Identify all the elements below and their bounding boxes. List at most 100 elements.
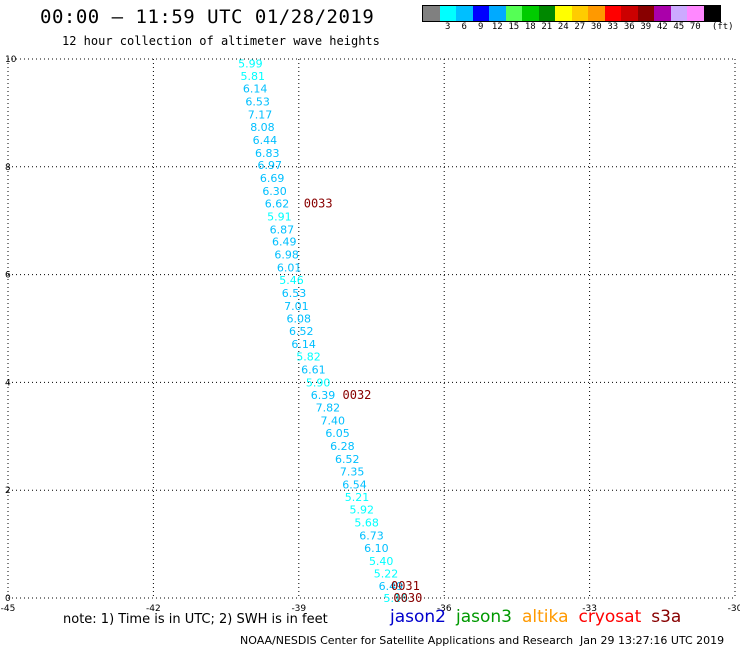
- wave-height-label: 6.62: [265, 197, 290, 210]
- wave-height-label: 6.69: [260, 172, 285, 185]
- wave-height-label: 5.22: [374, 568, 399, 581]
- satellite-name-cryosat: cryosat: [578, 607, 642, 627]
- legend-swatch: [621, 6, 638, 21]
- wave-height-label: 6.52: [289, 325, 314, 338]
- legend-label: 24: [557, 22, 569, 32]
- wave-height-label: 5.81: [241, 70, 266, 83]
- legend-swatch: [687, 6, 704, 21]
- credit-text: NOAA/NESDIS Center for Satellite Applica…: [240, 634, 574, 647]
- wave-height-label: 5.46: [279, 274, 304, 287]
- wave-height-label: 6.97: [257, 159, 282, 172]
- legend-swatch: [489, 6, 506, 21]
- time-annotation: 0031: [391, 579, 420, 593]
- legend-swatch: [456, 6, 473, 21]
- wave-height-label: 6.28: [330, 440, 355, 453]
- x-tick-label: -30: [728, 604, 740, 612]
- legend-label: 45: [673, 22, 685, 32]
- legend-swatch: [472, 6, 489, 21]
- wave-height-label: 6.73: [359, 529, 384, 542]
- time-annotation: 0030: [393, 591, 422, 605]
- satellite-legend: jason2 jason3 altika cryosat s3a: [390, 607, 691, 627]
- y-tick-label: 4: [5, 378, 11, 388]
- wave-height-label: 7.40: [320, 415, 345, 428]
- time-annotation: 0032: [343, 388, 372, 402]
- wave-height-label: 6.39: [311, 389, 336, 402]
- legend-label: 33: [607, 22, 619, 32]
- timestamp-text: Jan 29 13:27:16 UTC 2019: [580, 634, 725, 647]
- wave-height-label: 6.52: [335, 453, 360, 466]
- legend-swatch: [423, 6, 440, 21]
- x-tick-label: -36: [437, 604, 452, 612]
- wave-height-label: 5.92: [350, 504, 375, 517]
- wave-height-label: 6.05: [325, 427, 350, 440]
- legend-swatch: [439, 6, 456, 21]
- wave-height-label: 6.10: [364, 542, 389, 555]
- legend-swatch: [505, 6, 522, 21]
- legend-label: 3: [445, 22, 451, 32]
- wave-height-label: 7.01: [284, 300, 309, 313]
- wave-height-label: 6.49: [272, 236, 297, 249]
- wave-height-label: 7.17: [248, 109, 273, 122]
- legend-swatch: [670, 6, 687, 21]
- wave-height-label: 6.30: [262, 185, 287, 198]
- legend-label: 27: [574, 22, 586, 32]
- wave-height-label: 5.21: [345, 491, 370, 504]
- wave-height-label: 5.82: [296, 351, 321, 364]
- legend-swatch: [571, 6, 588, 21]
- wave-height-label: 5.99: [238, 57, 263, 70]
- wave-height-label: 6.44: [253, 134, 278, 147]
- legend-swatch: [522, 6, 539, 21]
- satellite-name-jason3: jason3: [456, 607, 512, 627]
- wave-height-label: 5.91: [267, 210, 292, 223]
- legend-swatch: [637, 6, 654, 21]
- legend-swatch: [555, 6, 572, 21]
- chart-title: 00:00 – 11:59 UTC 01/28/2019: [40, 6, 375, 28]
- y-tick-label: 0: [5, 594, 11, 604]
- wave-height-label: 6.14: [243, 83, 268, 96]
- wave-height-label: 6.53: [282, 287, 307, 300]
- y-tick-label: 10: [5, 55, 17, 65]
- color-legend-bar: [422, 5, 721, 22]
- x-tick-label: -39: [291, 604, 306, 612]
- satellite-name-s3a: s3a: [651, 607, 682, 627]
- satellite-name-altika: altika: [522, 607, 569, 627]
- wave-height-label: 5.68: [354, 517, 379, 530]
- wave-height-label: 7.82: [316, 402, 341, 415]
- legend-swatch: [654, 6, 671, 21]
- time-annotation: 0033: [304, 196, 333, 210]
- satellite-name-jason2: jason2: [390, 607, 446, 627]
- wave-height-label: 6.98: [274, 249, 299, 262]
- wave-height-label: 6.54: [342, 478, 367, 491]
- legend-label: 15: [508, 22, 520, 32]
- wave-height-label: 7.35: [340, 465, 365, 478]
- x-tick-label: -33: [582, 604, 597, 612]
- legend-label: 36: [623, 22, 635, 32]
- legend-unit: (ft): [711, 22, 734, 32]
- wave-height-label: 6.08: [287, 312, 312, 325]
- wave-height-label: 6.49: [379, 580, 404, 593]
- wave-height-label: 6.61: [301, 363, 326, 376]
- legend-swatch: [604, 6, 621, 21]
- units-note: note: 1) Time is in UTC; 2) SWH is in fe…: [63, 612, 328, 627]
- wave-height-label: 6.53: [245, 96, 270, 109]
- legend-label: 21: [541, 22, 553, 32]
- wave-height-label: 8.08: [250, 121, 275, 134]
- legend-label: 18: [524, 22, 536, 32]
- wave-height-label: 6.83: [255, 147, 280, 160]
- y-tick-label: 6: [5, 271, 11, 281]
- legend-label: 30: [590, 22, 602, 32]
- wave-height-label: 5.16: [383, 592, 408, 605]
- wave-height-label: 5.40: [369, 555, 394, 568]
- chart-subtitle: 12 hour collection of altimeter wave hei…: [62, 34, 380, 48]
- y-tick-label: 8: [5, 163, 11, 173]
- legend-label: 70: [689, 22, 701, 32]
- legend-label: 6: [461, 22, 467, 32]
- legend-label: 12: [491, 22, 503, 32]
- wave-height-label: 6.14: [291, 338, 316, 351]
- legend-label: 42: [656, 22, 668, 32]
- wave-height-label: 6.01: [277, 262, 302, 275]
- wave-height-label: 6.87: [270, 223, 295, 236]
- x-tick-label: -45: [1, 604, 16, 612]
- legend-swatch: [538, 6, 555, 21]
